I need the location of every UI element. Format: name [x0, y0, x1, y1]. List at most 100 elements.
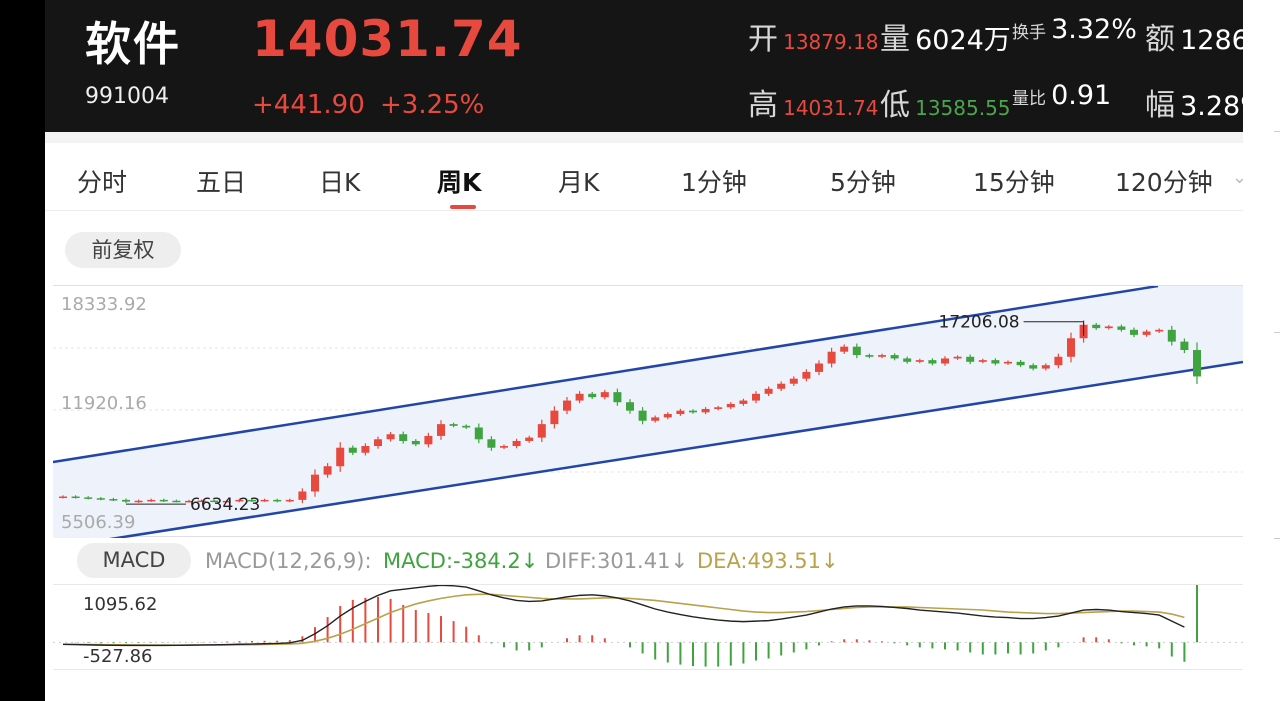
high-marker-label: 17206.08 — [938, 313, 1019, 333]
turnover-label: 换手 — [1012, 23, 1046, 43]
candle-body — [941, 358, 949, 364]
current-price: 14031.74 — [252, 10, 523, 68]
tab-daily-k[interactable]: 日K — [319, 168, 361, 197]
candle-body — [437, 424, 445, 436]
amount-label: 额 — [1145, 22, 1175, 57]
candle-body — [726, 403, 735, 408]
low-marker-label: 6634.23 — [190, 495, 260, 515]
channel-lower-line — [108, 360, 1243, 538]
candle-body — [1092, 324, 1101, 329]
candle-body — [185, 500, 193, 503]
tab-five-day[interactable]: 五日 — [196, 168, 247, 197]
candle-body — [411, 440, 420, 445]
candle-body — [689, 410, 697, 413]
tab-5-minute[interactable]: 5分钟 — [830, 168, 896, 197]
low-value: 13585.55 — [915, 96, 1011, 120]
candle-body — [1029, 365, 1038, 369]
low-label: 低 — [880, 88, 910, 123]
volume-ratio-label: 量比 — [1012, 89, 1046, 109]
candle-body — [348, 447, 357, 453]
candle-body — [462, 425, 471, 428]
candle-body — [626, 402, 634, 411]
edge-tick — [1274, 131, 1280, 132]
period-tabs: 分时 五日 日K 周K 月K 1分钟 5分钟 15分钟 120分钟 ⌄ — [45, 143, 1243, 211]
candle-body — [1016, 361, 1025, 366]
stock-name: 软件 — [85, 17, 181, 71]
candle-body — [1041, 365, 1050, 369]
dea-value: DEA:493.51↓ — [697, 549, 839, 573]
tab-monthly-k[interactable]: 月K — [558, 168, 600, 197]
candle-body — [172, 500, 181, 503]
candle-body — [663, 414, 672, 418]
amplitude-label: 幅 — [1145, 88, 1175, 123]
candle-body — [487, 439, 496, 448]
candle-body — [1054, 356, 1063, 366]
tab-15-minute[interactable]: 15分钟 — [973, 168, 1055, 197]
candle-body — [903, 358, 912, 362]
candle-body — [802, 371, 811, 379]
candle-body — [361, 446, 370, 453]
candle-body — [714, 407, 723, 409]
candle-body — [1104, 326, 1113, 329]
high-value: 14031.74 — [783, 96, 879, 120]
stock-detail-screen: 软件 991004 14031.74 +441.90 +3.25% 开 1387… — [45, 0, 1243, 701]
quote-header: 软件 991004 14031.74 +441.90 +3.25% 开 1387… — [45, 0, 1243, 132]
low-stat: 低 13585.55 — [880, 80, 1011, 124]
candle-body — [512, 440, 521, 447]
high-label: 高 — [748, 88, 778, 123]
diff-line — [62, 585, 1185, 647]
channel-upper-line — [53, 286, 1159, 464]
candle-body — [588, 393, 597, 398]
candle-body — [273, 499, 282, 502]
candle-body — [374, 439, 382, 447]
candle-body — [1155, 329, 1164, 332]
candle-body — [525, 437, 534, 441]
candle-body — [575, 393, 584, 401]
tab-intraday[interactable]: 分时 — [77, 168, 128, 197]
candle-body — [764, 388, 773, 394]
price-change-percent: +3.25% — [380, 90, 485, 120]
candle-body — [399, 434, 408, 441]
macd-y-min-label: -527.86 — [83, 646, 153, 667]
candle-body — [840, 346, 849, 352]
diff-value: DIFF:301.41↓ — [545, 549, 689, 573]
candle-body — [323, 466, 332, 475]
candle-body — [915, 360, 924, 362]
candle-body — [311, 474, 319, 492]
candle-body — [953, 356, 962, 359]
tab-weekly-k[interactable]: 周K — [437, 168, 482, 197]
candle-body — [248, 499, 256, 502]
candle-body — [500, 446, 508, 448]
candle-body — [676, 410, 685, 415]
candle-body — [600, 392, 609, 398]
indicator-select-button[interactable]: MACD — [77, 543, 191, 578]
candle-body — [966, 356, 975, 362]
amount-stat: 额 1286 — [1145, 14, 1243, 58]
candlestick-chart[interactable]: 17206.08 6634.23 18333.92 11920.16 5506.3… — [53, 285, 1243, 538]
macd-value: MACD:-384.2↓ — [383, 549, 539, 573]
candle-body — [613, 392, 622, 403]
candle-body — [1130, 329, 1138, 335]
price-adjust-button[interactable]: 前复权 — [65, 232, 181, 268]
y-axis-mid-label: 11920.16 — [61, 393, 147, 414]
amount-value: 1286 — [1180, 25, 1243, 56]
candle-body — [701, 408, 710, 413]
candle-body — [424, 435, 433, 445]
y-axis-max-label: 18333.92 — [61, 294, 147, 315]
candle-body — [789, 378, 798, 384]
candle-body — [815, 363, 823, 372]
macd-chart[interactable]: 1095.62 -527.86 — [53, 584, 1243, 670]
tab-1-minute[interactable]: 1分钟 — [681, 168, 747, 197]
candle-body — [878, 355, 886, 357]
candle-body — [134, 500, 143, 503]
channel-fill — [53, 286, 1243, 538]
amplitude-stat: 幅 3.28% — [1145, 80, 1243, 124]
candle-body — [109, 499, 118, 501]
edge-tick — [1274, 332, 1280, 333]
candle-body — [739, 400, 748, 404]
chevron-down-icon[interactable]: ⌄ — [1232, 167, 1243, 188]
tab-120-minute[interactable]: 120分钟 — [1115, 168, 1213, 197]
open-label: 开 — [748, 22, 778, 57]
candle-body — [147, 499, 156, 502]
candle-body — [260, 499, 269, 502]
